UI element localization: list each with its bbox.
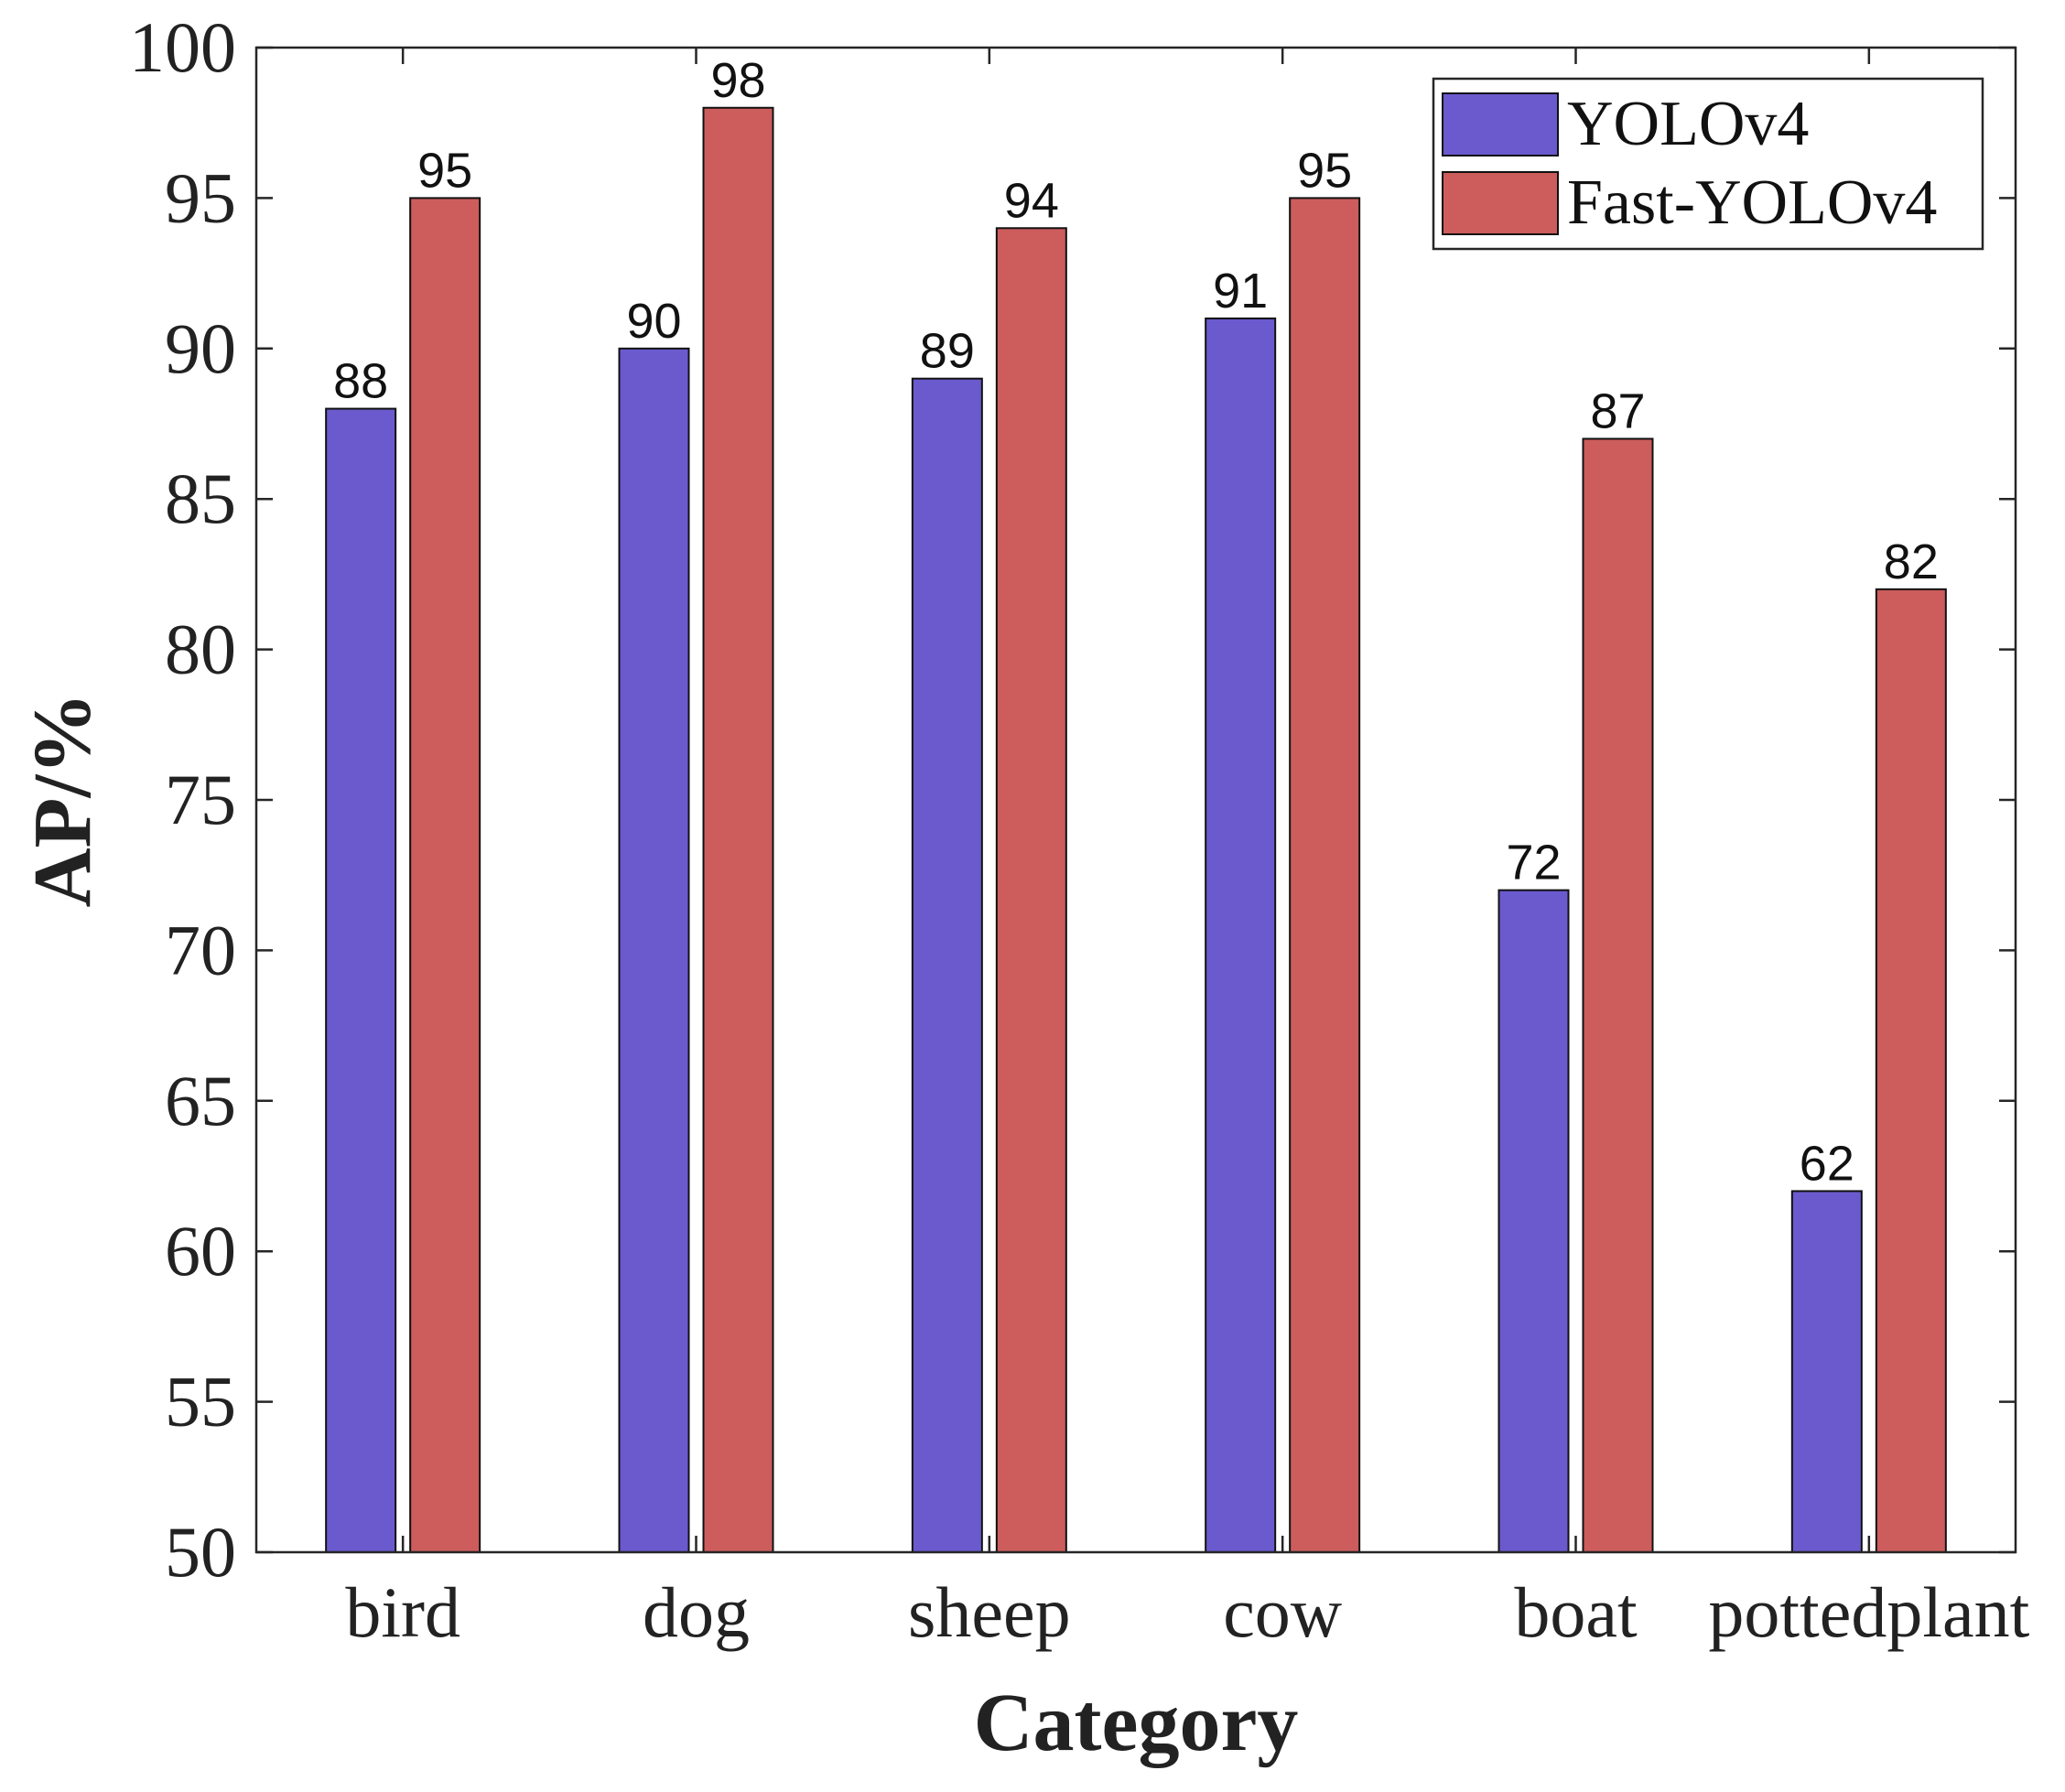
data-label-YOLOv4-bird: 88 — [333, 354, 388, 409]
bar-Fast-YOLOv4-cow — [1289, 197, 1361, 1553]
x-axis-title: Category — [974, 1678, 1299, 1768]
data-label-Fast-YOLOv4-sheep: 94 — [1004, 173, 1059, 228]
data-label-Fast-YOLOv4-boat: 87 — [1590, 383, 1645, 438]
data-label-Fast-YOLOv4-cow: 95 — [1297, 143, 1352, 198]
y-tick-label: 80 — [165, 610, 236, 689]
y-tick-label: 65 — [165, 1061, 236, 1140]
axis-ticks: 50 55 60 65 70 75 80 85 90 95 100 bird dog sheep cow bo… — [129, 7, 2030, 1652]
y-tick-label: 100 — [129, 7, 236, 87]
data-label-YOLOv4-cow: 91 — [1213, 264, 1268, 318]
plot-frame — [254, 46, 2017, 1554]
bar-Fast-YOLOv4-sheep — [995, 227, 1067, 1553]
legend-label-YOLOv4: YOLOv4 — [1567, 89, 1809, 159]
bar-YOLOv4-boat — [1497, 889, 1570, 1553]
y-tick-label: 60 — [165, 1211, 236, 1290]
bar-YOLOv4-bird — [325, 407, 397, 1553]
x-tick-label-cow: cow — [1223, 1572, 1342, 1652]
y-tick-label: 95 — [165, 157, 236, 237]
y-tick-label: 75 — [165, 760, 236, 839]
legend-label-Fast-YOLOv4: Fast-YOLOv4 — [1567, 167, 1937, 238]
legend-swatch-YOLOv4 — [1442, 92, 1559, 157]
bars — [325, 106, 1947, 1554]
y-axis-title: AP/% — [17, 693, 108, 908]
y-tick-label: 55 — [165, 1362, 236, 1441]
bar-YOLOv4-sheep — [911, 377, 983, 1553]
y-tick-label: 50 — [165, 1512, 236, 1592]
data-label-YOLOv4-dog: 90 — [626, 294, 681, 349]
data-label-YOLOv4-pottedplant: 62 — [1800, 1136, 1854, 1191]
y-tick-label: 70 — [165, 910, 236, 989]
bar-Fast-YOLOv4-bird — [409, 197, 481, 1553]
x-tick-label-bird: bird — [345, 1572, 460, 1652]
legend: YOLOv4 Fast-YOLOv4 — [1432, 77, 1984, 251]
bar-Fast-YOLOv4-boat — [1582, 437, 1654, 1554]
x-tick-label-sheep: sheep — [908, 1572, 1071, 1652]
bar-YOLOv4-cow — [1205, 317, 1277, 1553]
data-labels: 88 95 90 98 89 94 91 95 72 87 62 82 — [333, 53, 1939, 1192]
data-label-Fast-YOLOv4-dog: 98 — [710, 53, 765, 108]
data-label-Fast-YOLOv4-bird: 95 — [417, 143, 472, 198]
x-tick-label-boat: boat — [1514, 1572, 1638, 1652]
bar-YOLOv4-pottedplant — [1790, 1190, 1863, 1553]
y-tick-label: 90 — [165, 308, 236, 388]
legend-swatch-Fast-YOLOv4 — [1442, 171, 1559, 235]
bar-Fast-YOLOv4-pottedplant — [1875, 588, 1947, 1554]
data-label-YOLOv4-sheep: 89 — [920, 324, 975, 379]
y-tick-label: 85 — [165, 459, 236, 538]
data-label-Fast-YOLOv4-pottedplant: 82 — [1884, 534, 1939, 589]
bar-YOLOv4-dog — [618, 347, 690, 1553]
x-tick-label-pottedplant: pottedplant — [1708, 1572, 2029, 1652]
data-label-YOLOv4-boat: 72 — [1506, 836, 1561, 891]
x-tick-label-dog: dog — [643, 1572, 750, 1652]
bar-Fast-YOLOv4-dog — [702, 106, 774, 1553]
